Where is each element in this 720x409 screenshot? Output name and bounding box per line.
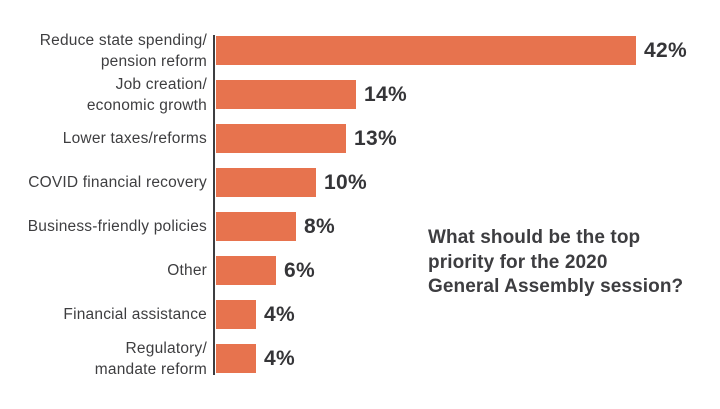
- bar: [216, 36, 636, 65]
- value-label: 14%: [364, 82, 407, 106]
- bar-row: Other 6%: [0, 256, 720, 285]
- value-label: 13%: [354, 126, 397, 150]
- category-label: Regulatory/ mandate reform: [94, 339, 207, 378]
- bar-rows: Reduce state spending/ pension reform 42…: [0, 32, 720, 388]
- bar-row: Financial assistance 4%: [0, 300, 720, 329]
- category-label: Reduce state spending/ pension reform: [39, 31, 207, 70]
- bar: [216, 168, 316, 197]
- bar-row: Reduce state spending/ pension reform 42…: [0, 32, 720, 70]
- category-label: Lower taxes/reforms: [62, 130, 207, 147]
- bar: [216, 300, 256, 329]
- value-label: 10%: [324, 170, 367, 194]
- category-label: COVID financial recovery: [28, 174, 207, 191]
- category-label: Financial assistance: [63, 306, 207, 323]
- bar: [216, 212, 296, 241]
- bar-row: Lower taxes/reforms 13%: [0, 124, 720, 153]
- bar: [216, 80, 356, 109]
- category-label: Business-friendly policies: [27, 218, 207, 235]
- bar-row: COVID financial recovery 10%: [0, 168, 720, 197]
- bar: [216, 124, 346, 153]
- bar: [216, 344, 256, 373]
- y-axis-line: [213, 35, 215, 375]
- value-label: 42%: [644, 38, 687, 62]
- value-label: 6%: [284, 258, 315, 282]
- value-label: 8%: [304, 214, 335, 238]
- category-label: Other: [167, 262, 207, 279]
- value-label: 4%: [264, 346, 295, 370]
- bar-row: Regulatory/ mandate reform 4%: [0, 340, 720, 378]
- category-label: Job creation/ economic growth: [86, 75, 207, 114]
- chart-question: What should be the top priority for the …: [428, 227, 684, 297]
- value-label: 4%: [264, 302, 295, 326]
- bar-row: Job creation/ economic growth 14%: [0, 76, 720, 114]
- bar: [216, 256, 276, 285]
- bar-row: Business-friendly policies 8%: [0, 212, 720, 241]
